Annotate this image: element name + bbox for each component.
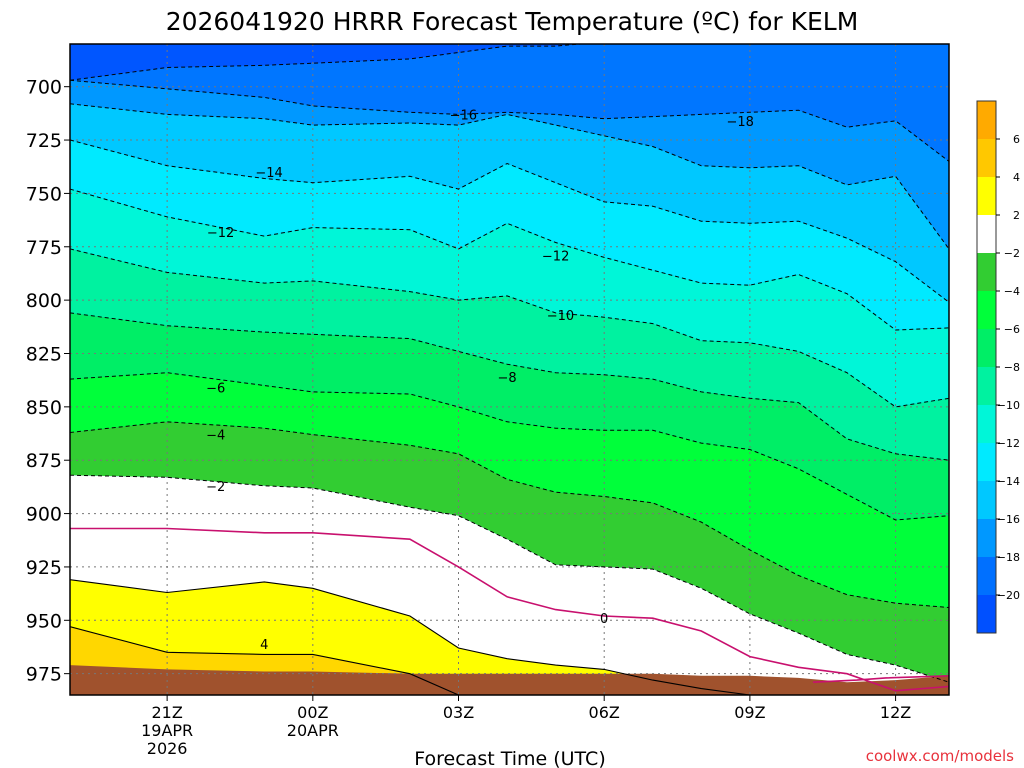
colorbar-swatch <box>977 443 996 481</box>
isotherm-line <box>70 44 754 81</box>
isotherm-line <box>70 103 949 250</box>
x-tick-label: 21Z <box>151 703 182 722</box>
contour-label: 4 <box>260 638 268 653</box>
chart-title: 2026041920 HRRR Forecast Temperature (ºC… <box>166 7 859 36</box>
y-tick-label: 775 <box>26 237 62 259</box>
plot-frame <box>69 43 950 696</box>
y-tick-label: 850 <box>26 397 62 419</box>
colorbar-swatch <box>977 405 996 443</box>
colorbar-swatch <box>977 177 996 215</box>
temp-band <box>70 528 949 695</box>
y-tick-label: 975 <box>26 664 62 686</box>
contour-label: −12 <box>542 249 569 264</box>
isotherm-line <box>70 579 949 695</box>
colorbar-swatch <box>977 329 996 367</box>
contour-label: −10 <box>547 309 574 324</box>
isotherm-line <box>70 139 949 303</box>
x-tick-label: 20APR <box>287 721 339 740</box>
contour-label: −2 <box>206 480 225 495</box>
contour-label: −6 <box>206 382 225 397</box>
colorbar-swatch <box>977 215 996 253</box>
contour-label: −14 <box>255 166 282 181</box>
y-tick-label: 925 <box>26 557 62 579</box>
temp-band <box>70 103 949 303</box>
colorbar-label: −10 <box>997 399 1020 412</box>
colorbar-label: 6 <box>1013 133 1020 146</box>
colorbar-swatch <box>977 291 996 329</box>
colorbar-label: −8 <box>1004 361 1020 374</box>
isotherm-line <box>812 674 949 683</box>
isotherm-line <box>70 527 949 692</box>
colorbar-label: −16 <box>997 513 1020 526</box>
colorbar-label: −12 <box>997 437 1020 450</box>
source-credit: coolwx.com/models <box>866 747 1014 765</box>
colorbar-label: 2 <box>1013 209 1020 222</box>
colorbar-label: −6 <box>1004 323 1020 336</box>
colorbar-swatch <box>977 253 996 291</box>
y-tick-label: 800 <box>26 290 62 312</box>
colorbar-label: −2 <box>1004 247 1020 260</box>
isotherm-line <box>70 312 949 461</box>
ground-surface <box>70 665 949 695</box>
y-tick-label: 700 <box>26 77 62 99</box>
contour-label: −12 <box>207 226 234 241</box>
contour-label: −16 <box>450 108 477 123</box>
colorbar-label: −4 <box>1004 285 1020 298</box>
x-tick-label: 06Z <box>589 703 620 722</box>
temp-band <box>70 80 949 249</box>
temp-band <box>70 475 949 691</box>
x-tick-label: 2026 <box>147 739 188 758</box>
colorbar-label: −18 <box>997 551 1020 564</box>
y-tick-label: 825 <box>26 343 62 365</box>
y-tick-label: 750 <box>26 183 62 205</box>
colorbar-swatch <box>977 519 996 557</box>
isotherm-line <box>70 79 949 162</box>
isotherm-line <box>70 626 949 695</box>
isotherm-line <box>70 474 949 683</box>
colorbar-swatch <box>977 557 996 595</box>
temp-band <box>70 579 949 695</box>
isotherm-line <box>70 188 949 331</box>
temp-band <box>70 312 949 520</box>
colorbar-swatch <box>977 101 996 139</box>
temp-band <box>70 140 949 330</box>
colorbar-swatch <box>977 139 996 177</box>
colorbar-swatch <box>977 481 996 519</box>
contour-label: −8 <box>497 371 516 386</box>
x-axis-title: Forecast Time (UTC) <box>414 748 605 768</box>
contour-label: 0 <box>600 612 608 627</box>
colorbar-swatch <box>977 367 996 405</box>
colorbar-swatch <box>977 595 996 633</box>
temp-band <box>70 44 949 162</box>
x-tick-label: 19APR <box>141 721 193 740</box>
x-tick-label: 12Z <box>880 703 911 722</box>
colorbar-label: 4 <box>1013 171 1020 184</box>
x-tick-label: 03Z <box>443 703 474 722</box>
y-tick-label: 875 <box>26 450 62 472</box>
temp-band <box>70 248 949 461</box>
y-tick-label: 725 <box>26 130 62 152</box>
contour-label: −18 <box>726 115 753 130</box>
x-tick-label: 00Z <box>297 703 328 722</box>
x-tick-label: 09Z <box>734 703 765 722</box>
y-tick-label: 950 <box>26 610 62 632</box>
colorbar-label: −20 <box>997 589 1020 602</box>
temp-band <box>70 189 949 407</box>
y-tick-label: 900 <box>26 504 62 526</box>
isotherm-line <box>70 421 949 608</box>
contour-label: −4 <box>206 429 225 444</box>
isotherm-line <box>70 372 949 521</box>
colorbar-label: −14 <box>997 475 1020 488</box>
